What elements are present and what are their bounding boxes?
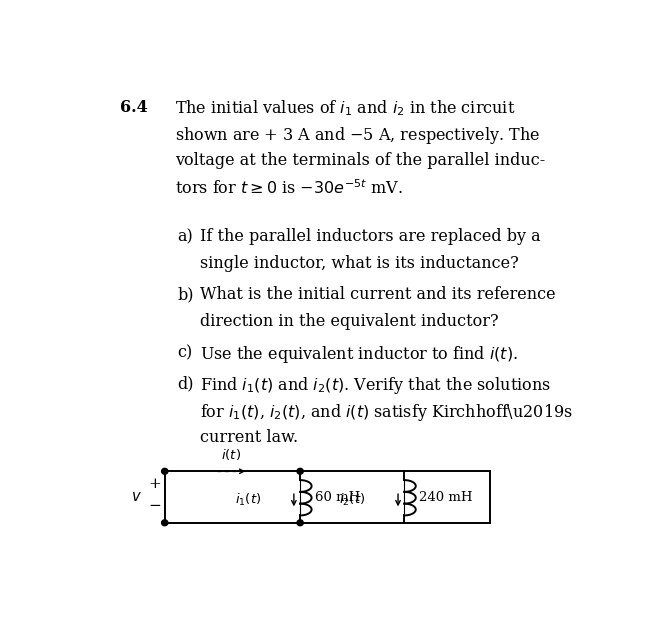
Text: for $i_1(t)$, $i_2(t)$, and $i(t)$ satisfy Kirchhoff\u2019s: for $i_1(t)$, $i_2(t)$, and $i(t)$ satis… [200,402,573,423]
Text: $i(t)$: $i(t)$ [221,447,241,462]
Text: b): b) [177,287,194,303]
Circle shape [297,468,303,474]
Text: +: + [148,476,161,490]
Circle shape [297,520,303,526]
Text: What is the initial current and its reference: What is the initial current and its refe… [200,287,556,303]
Circle shape [161,520,168,526]
Text: $v$: $v$ [130,490,142,504]
Text: tors for $t \geq 0$ is $-30e^{-5t}$ mV.: tors for $t \geq 0$ is $-30e^{-5t}$ mV. [175,180,403,198]
Text: Find $i_1(t)$ and $i_2(t)$. Verify that the solutions: Find $i_1(t)$ and $i_2(t)$. Verify that … [200,375,551,396]
Text: 6.4: 6.4 [120,99,149,115]
Circle shape [161,468,168,474]
Text: current law.: current law. [200,429,298,446]
Text: $-$: $-$ [148,497,161,511]
Text: c): c) [177,344,193,361]
Text: voltage at the terminals of the parallel induc-: voltage at the terminals of the parallel… [175,152,546,169]
Text: single inductor, what is its inductance?: single inductor, what is its inductance? [200,255,519,273]
Text: direction in the equivalent inductor?: direction in the equivalent inductor? [200,313,499,331]
Text: If the parallel inductors are replaced by a: If the parallel inductors are replaced b… [200,229,541,245]
Text: The initial values of $i_1$ and $i_2$ in the circuit: The initial values of $i_1$ and $i_2$ in… [175,99,515,118]
Text: shown are + 3 A and $-$5 A, respectively. The: shown are + 3 A and $-$5 A, respectively… [175,125,540,147]
Text: $i_2(t)$: $i_2(t)$ [339,491,366,508]
Text: Use the equivalent inductor to find $i(t)$.: Use the equivalent inductor to find $i(t… [200,344,518,365]
Text: a): a) [177,229,194,245]
Text: 60 mH: 60 mH [314,490,360,503]
Text: d): d) [177,375,194,392]
Text: 240 mH: 240 mH [419,490,472,503]
Text: $i_1(t)$: $i_1(t)$ [235,491,261,508]
